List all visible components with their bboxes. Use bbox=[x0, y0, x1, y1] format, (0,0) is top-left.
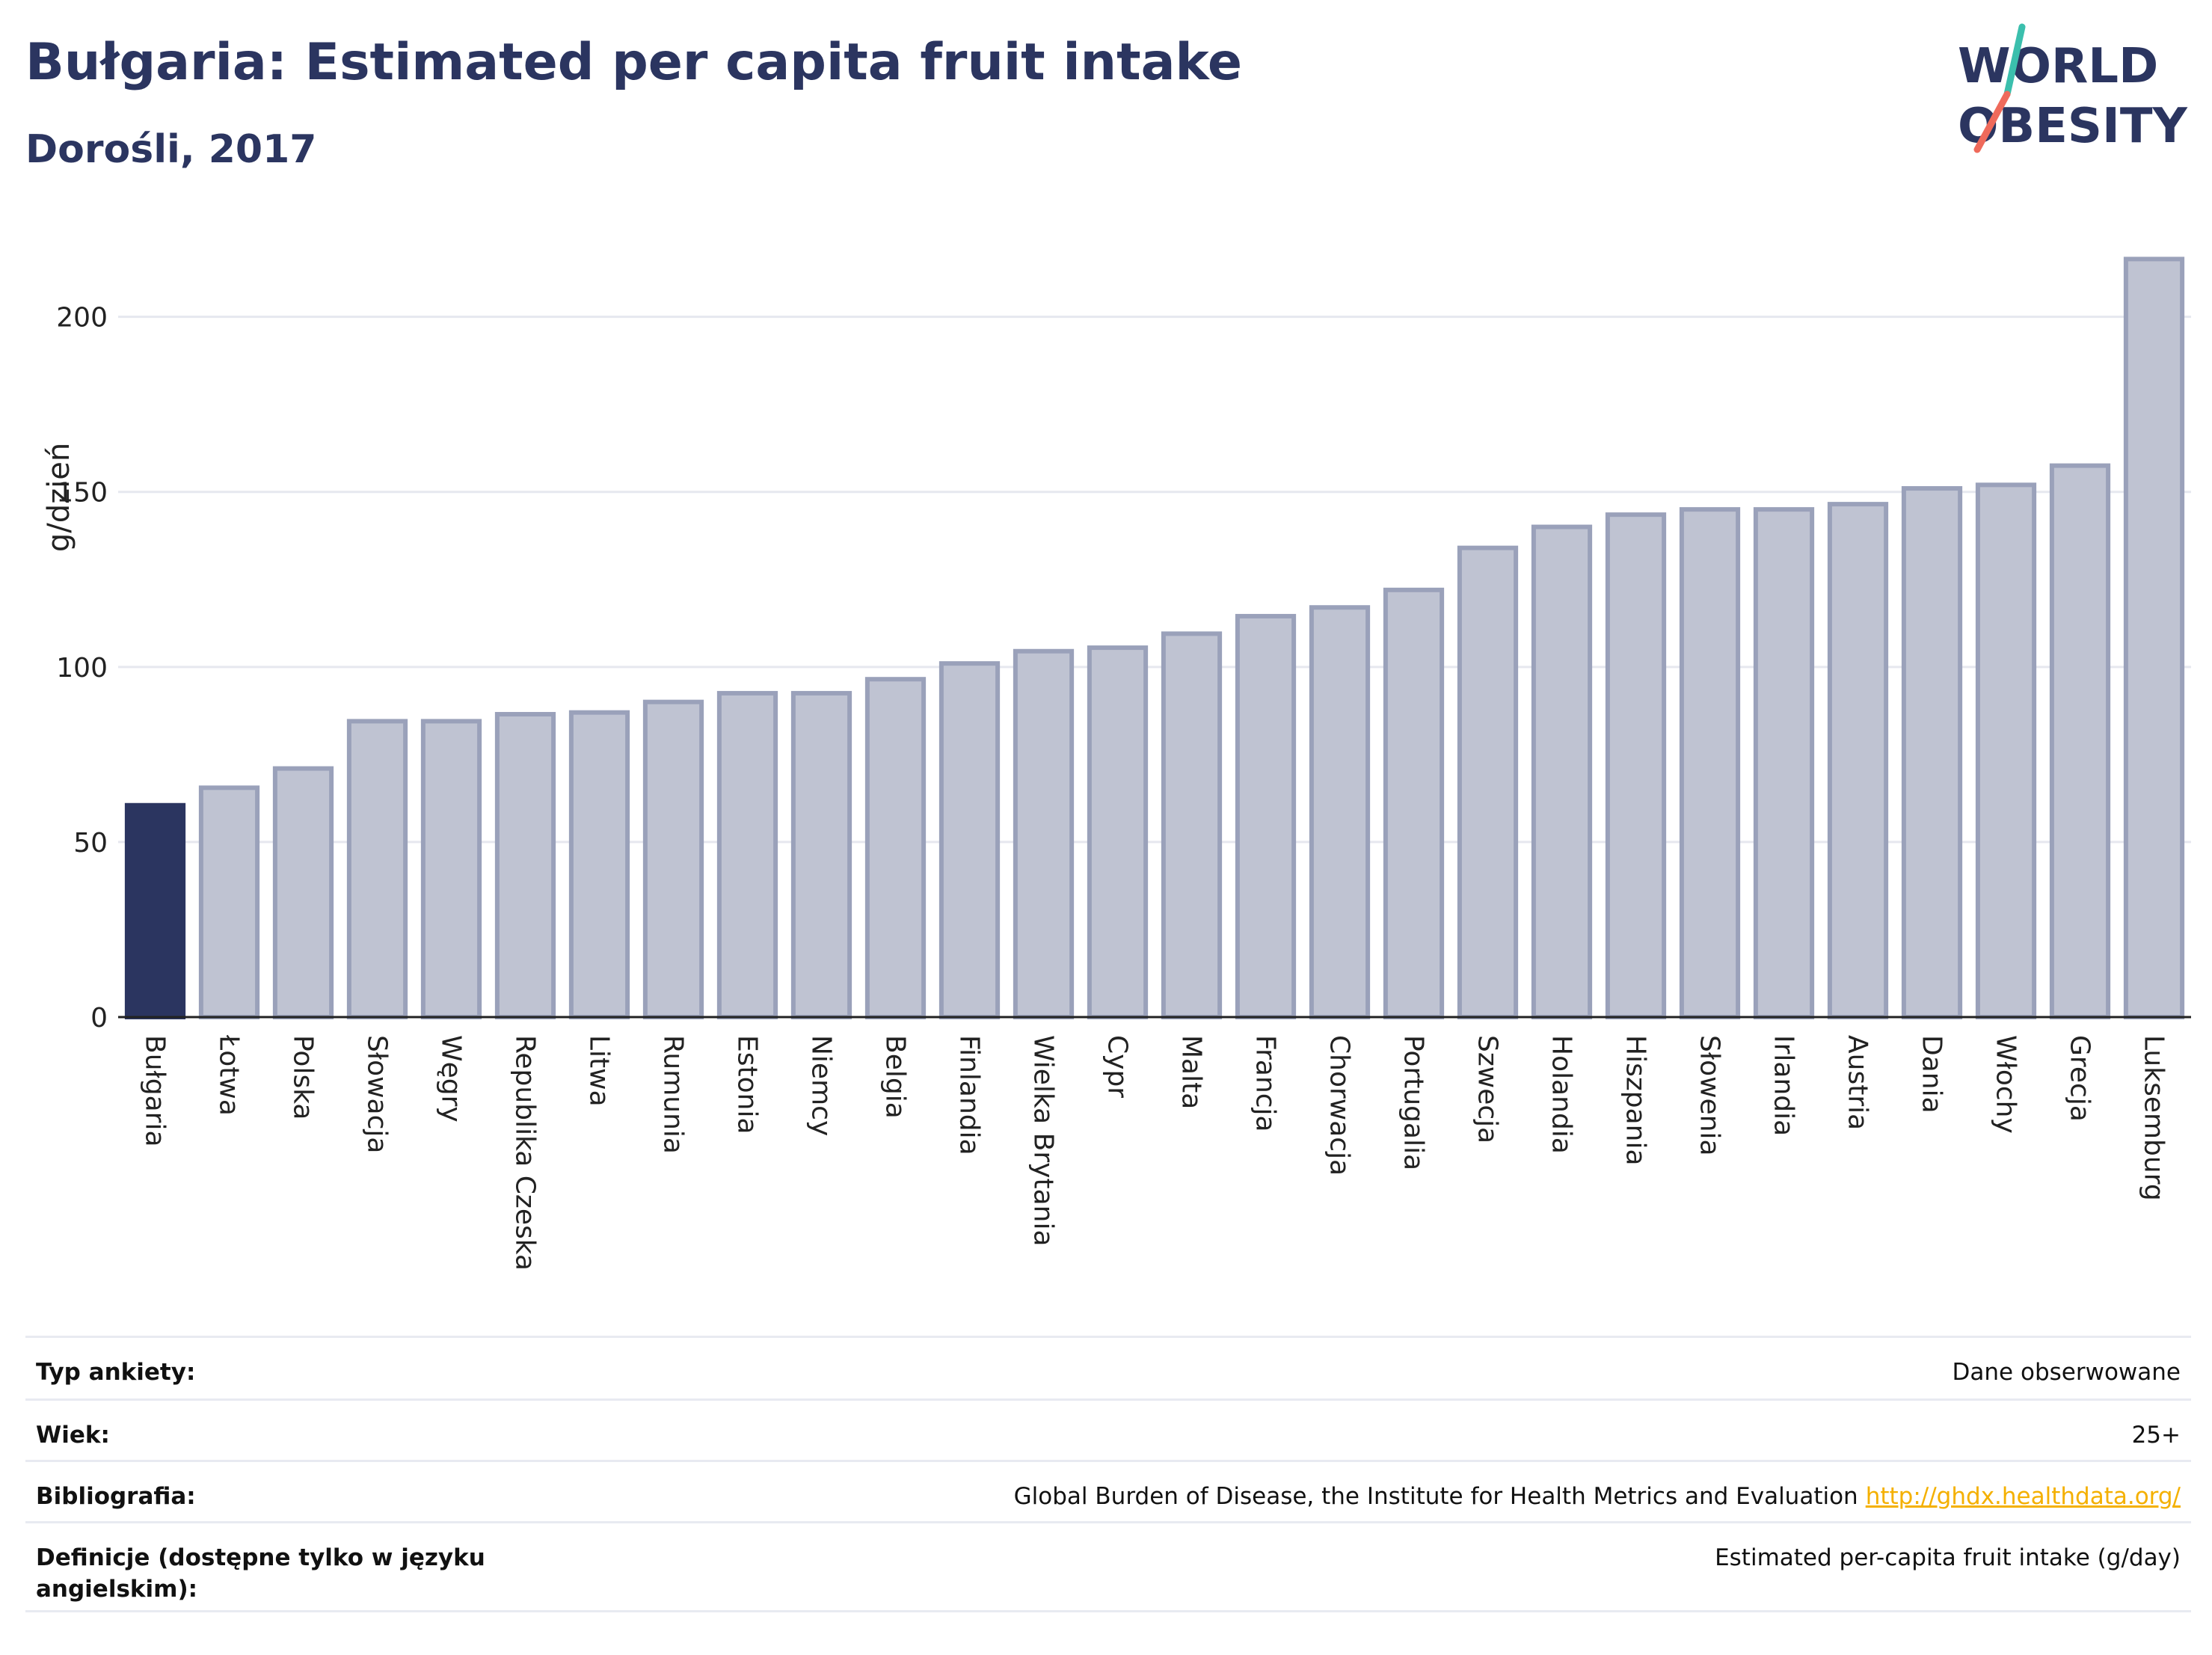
bar-Irlandia bbox=[1753, 507, 1815, 1019]
chart-title: Bułgaria: Estimated per capita fruit int… bbox=[25, 33, 1242, 92]
metadata-value: 25+ bbox=[2132, 1420, 2181, 1452]
x-tick-label: Łotwa bbox=[214, 1034, 245, 1116]
bar-Węgry bbox=[420, 719, 482, 1019]
x-tick-label: Szwecja bbox=[1472, 1035, 1503, 1143]
x-tick-label: Portugalia bbox=[1398, 1035, 1429, 1170]
y-tick-label: 0 bbox=[90, 1003, 108, 1034]
bar-Cypr bbox=[1087, 645, 1149, 1019]
x-tick-label: Irlandia bbox=[1769, 1035, 1799, 1136]
bar-Finlandia bbox=[938, 661, 1001, 1019]
bar-Łotwa bbox=[198, 785, 260, 1020]
x-tick-label: Cypr bbox=[1102, 1035, 1133, 1098]
metadata-value: Estimated per-capita fruit intake (g/day… bbox=[1715, 1543, 2181, 1574]
y-axis-label: g/dzień bbox=[42, 443, 76, 552]
x-tick-label: Bułgaria bbox=[140, 1035, 170, 1147]
x-tick-label: Malta bbox=[1176, 1035, 1207, 1109]
metadata-row: Typ ankiety: Dane obserwowane bbox=[25, 1336, 2191, 1398]
bars bbox=[124, 257, 2185, 1020]
x-tick-label: Grecja bbox=[2065, 1035, 2095, 1122]
bar-Hiszpania bbox=[1605, 512, 1667, 1019]
metadata-row: Wiek: 25+ bbox=[25, 1398, 2191, 1460]
metadata-value-text: Dane obserwowane bbox=[1952, 1359, 2181, 1386]
x-tick-label: Litwa bbox=[584, 1035, 615, 1107]
logo-line1: WORLD bbox=[1958, 39, 2158, 94]
x-tick-label: Rumunia bbox=[658, 1035, 689, 1154]
x-tick-label: Niemcy bbox=[806, 1035, 837, 1136]
bar-Rumunia bbox=[642, 699, 704, 1019]
x-tick-label: Dania bbox=[1917, 1035, 1947, 1114]
x-tick-label: Republika Czeska bbox=[510, 1035, 541, 1271]
x-tick-label: Wielka Brytania bbox=[1028, 1035, 1059, 1247]
x-tick-label: Francja bbox=[1250, 1035, 1281, 1132]
x-tick-label: Hiszpania bbox=[1620, 1035, 1651, 1166]
x-tick-label: Holandia bbox=[1546, 1035, 1577, 1154]
metadata-table: Typ ankiety: Dane obserwowane Wiek: 25+ Bibl… bbox=[25, 1336, 2191, 1612]
x-tick-label: Finlandia bbox=[954, 1035, 985, 1155]
bar-Grecja bbox=[2049, 463, 2111, 1019]
bar-Austria bbox=[1827, 502, 1889, 1019]
bar-Portugalia bbox=[1383, 587, 1445, 1019]
logo-slash-top bbox=[2003, 23, 2026, 98]
bar-Republika Czeska bbox=[494, 712, 556, 1019]
x-tick-label: Belgia bbox=[880, 1035, 911, 1119]
x-axis-ticks: Bułgaria Łotwa Polska Słowacja Węgry Republik… bbox=[140, 1034, 2169, 1271]
metadata-value-text: Estimated per-capita fruit intake (g/day… bbox=[1715, 1544, 2181, 1571]
metadata-row: Bibliografia: Global Burden of Disease, t… bbox=[25, 1460, 2191, 1521]
bar-Belgia bbox=[864, 677, 927, 1019]
x-tick-label: Chorwacja bbox=[1324, 1035, 1355, 1176]
bar-Estonia bbox=[716, 690, 778, 1019]
metadata-label: Bibliografia: bbox=[36, 1483, 196, 1510]
metadata-label: Wiek: bbox=[36, 1422, 110, 1449]
bar-Bułgaria bbox=[124, 802, 186, 1019]
x-tick-label: Estonia bbox=[732, 1035, 763, 1134]
bar-Luksemburg bbox=[2123, 257, 2185, 1019]
bar-Wielka Brytania bbox=[1013, 648, 1075, 1019]
bar-Dania bbox=[1901, 486, 1963, 1019]
bar-Słowenia bbox=[1679, 507, 1741, 1019]
source-link[interactable]: http://ghdx.healthdata.org/ bbox=[1865, 1483, 2181, 1510]
x-tick-label: Austria bbox=[1843, 1035, 1873, 1130]
metadata-value: Dane obserwowane bbox=[1953, 1357, 2181, 1389]
x-tick-label: Słowacja bbox=[362, 1035, 393, 1153]
y-tick-label: 150 bbox=[56, 478, 108, 509]
metadata-value-text: Global Burden of Disease, the Institute … bbox=[1013, 1483, 1858, 1510]
bar-Francja bbox=[1235, 613, 1297, 1019]
metadata-row: Definicje (dostępne tylko w języku angie… bbox=[25, 1521, 2191, 1612]
x-tick-label: Luksemburg bbox=[2139, 1035, 2169, 1201]
world-obesity-logo: WORLD OBESITY bbox=[1958, 23, 2187, 154]
bar-chart: 0 50 100 150 200 Bułgaria Łotwa Polska Słowacja… bbox=[42, 257, 2191, 1271]
bar-Słowacja bbox=[346, 719, 408, 1019]
x-tick-label: Polska bbox=[288, 1035, 319, 1120]
x-tick-label: Słowenia bbox=[1695, 1035, 1725, 1156]
bar-Polska bbox=[272, 766, 334, 1020]
metadata-value-text: 25+ bbox=[2131, 1422, 2181, 1449]
y-tick-label: 50 bbox=[73, 828, 108, 859]
bar-Szwecja bbox=[1457, 545, 1519, 1019]
metadata-label: Definicje (dostępne tylko w języku angie… bbox=[36, 1544, 485, 1603]
bar-Litwa bbox=[568, 710, 630, 1019]
bar-Chorwacja bbox=[1309, 605, 1371, 1019]
y-tick-label: 100 bbox=[56, 653, 108, 684]
metadata-value: Global Burden of Disease, the Institute … bbox=[1014, 1481, 2181, 1513]
bar-Malta bbox=[1161, 631, 1223, 1019]
x-tick-label: Włochy bbox=[1991, 1035, 2021, 1134]
bar-Holandia bbox=[1531, 524, 1593, 1019]
metadata-label: Typ ankiety: bbox=[36, 1359, 196, 1386]
y-axis-ticks: 0 50 100 150 200 bbox=[56, 303, 108, 1034]
chart-subtitle: Dorośli, 2017 bbox=[25, 127, 317, 172]
y-tick-label: 200 bbox=[56, 303, 108, 334]
x-tick-label: Węgry bbox=[436, 1035, 467, 1123]
bar-Włochy bbox=[1975, 482, 2037, 1019]
logo-slash-bottom bbox=[1973, 90, 2011, 153]
bar-Niemcy bbox=[790, 690, 852, 1019]
